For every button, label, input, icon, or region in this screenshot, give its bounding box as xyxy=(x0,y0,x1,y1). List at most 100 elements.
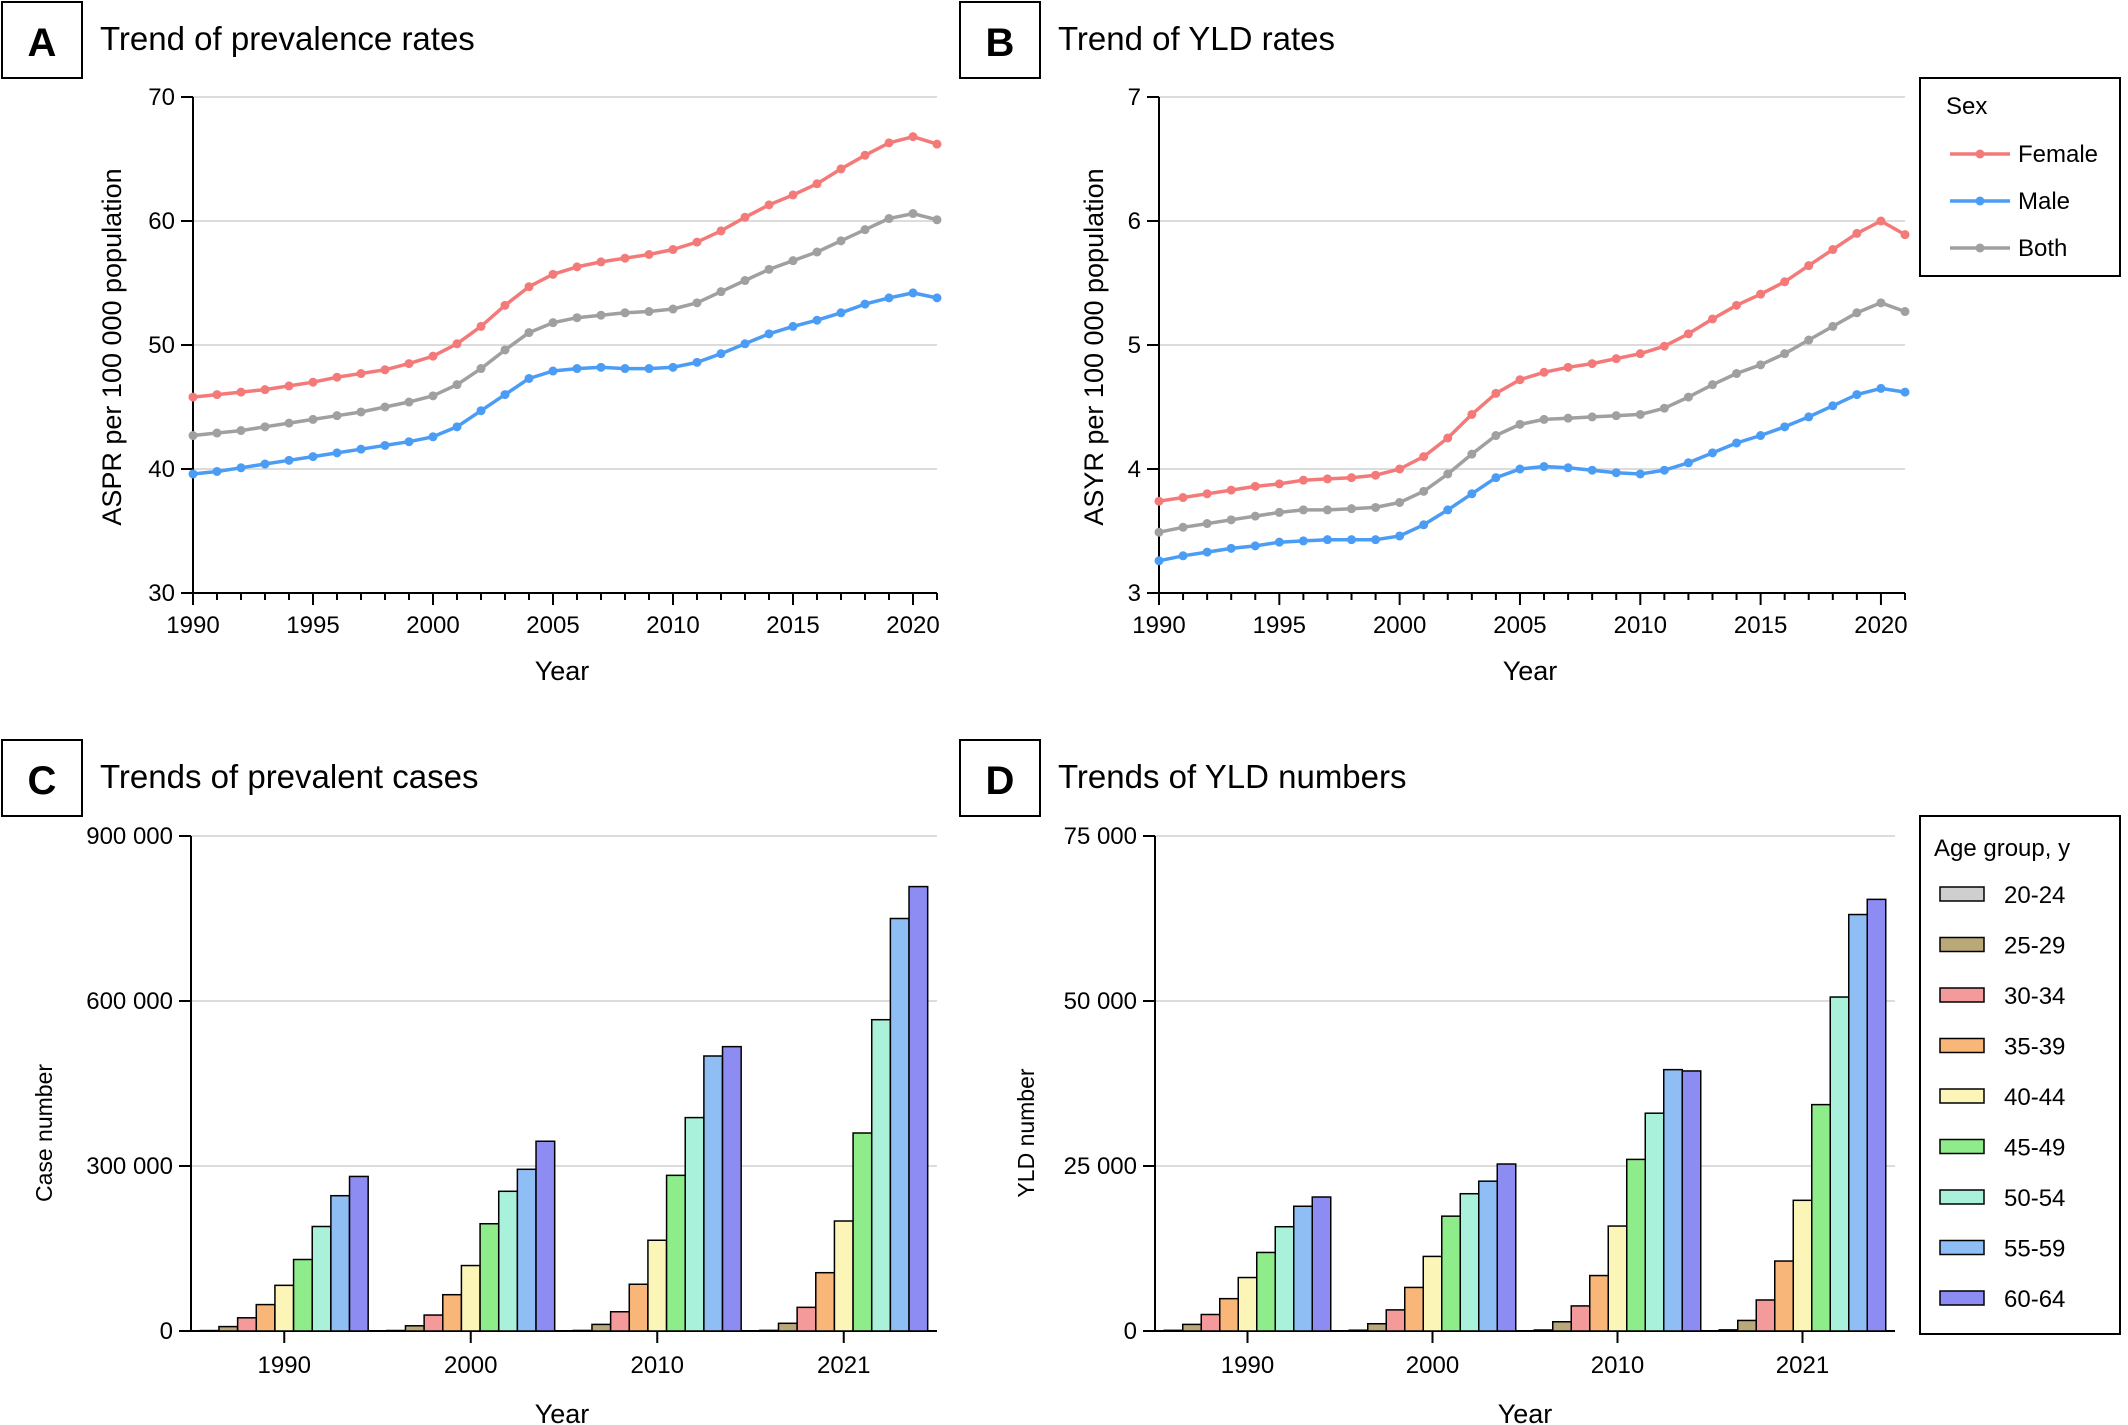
data-point-female xyxy=(1611,354,1621,364)
data-point-both xyxy=(860,225,870,235)
bar-30-34 xyxy=(423,1314,444,1332)
x-tick-label: 2020 xyxy=(886,612,939,639)
bar-20-24 xyxy=(1718,1329,1739,1332)
x-tick-label: 1995 xyxy=(286,612,339,639)
legend-title: Age group, y xyxy=(1934,835,2070,862)
series-line-female xyxy=(192,134,938,399)
legend-swatch-25-29 xyxy=(1939,936,1985,953)
legend-swatch-20-24 xyxy=(1939,886,1985,902)
bar-50-54 xyxy=(1274,1225,1295,1332)
y-tick-label: 0 xyxy=(1124,1318,1137,1345)
data-point-female xyxy=(884,138,894,148)
data-point-male xyxy=(716,349,726,359)
x-tick-label: 2010 xyxy=(646,612,699,639)
bar-35-39 xyxy=(815,1271,836,1332)
panel-letter: B xyxy=(986,21,1015,65)
data-point-female xyxy=(524,282,534,292)
data-point-male xyxy=(356,444,366,454)
data-point-female xyxy=(1347,473,1357,483)
bar-30-34 xyxy=(1385,1309,1406,1332)
data-point-male xyxy=(644,364,654,374)
panel-letter-box xyxy=(1,739,83,817)
y-tick-label: 40 xyxy=(148,456,175,483)
legend-label: 45-49 xyxy=(2004,1135,2065,1162)
bar-55-59 xyxy=(1293,1205,1313,1332)
data-point-female xyxy=(308,377,318,387)
data-point-male xyxy=(428,432,438,442)
y-tick-label: 5 xyxy=(1128,332,1141,359)
x-tick-label: 1995 xyxy=(1253,612,1306,639)
data-point-female xyxy=(1467,409,1477,419)
y-tick-label: 0 xyxy=(160,1318,173,1345)
x-tick-label: 2021 xyxy=(1776,1352,1829,1379)
data-point-male xyxy=(284,455,294,465)
data-point-both xyxy=(692,298,702,308)
data-point-male xyxy=(476,406,486,416)
data-point-female xyxy=(236,387,246,397)
data-point-both xyxy=(932,215,942,225)
data-point-male xyxy=(1876,383,1886,393)
bar-35-39 xyxy=(1404,1286,1424,1332)
bar-20-24 xyxy=(386,1329,407,1332)
data-point-both xyxy=(740,276,750,286)
x-tick-label: 2005 xyxy=(1493,612,1546,639)
data-point-male xyxy=(908,288,918,298)
data-point-both xyxy=(1467,449,1477,459)
data-point-both xyxy=(1563,413,1573,423)
bar-50-54 xyxy=(684,1116,705,1332)
data-point-female xyxy=(1515,375,1525,385)
panel-letter-box xyxy=(1,1,83,79)
legend-label: Male xyxy=(2018,188,2070,215)
data-point-female xyxy=(212,390,222,400)
data-point-both xyxy=(1226,515,1236,525)
x-tick-label: 2015 xyxy=(766,612,819,639)
data-point-female xyxy=(1178,493,1188,503)
panel-b: B Trend of YLD rates 3 4 5 6 7 1990 1995 2000 20… xyxy=(959,1,1910,686)
bar-35-39 xyxy=(442,1293,463,1332)
bar-60-64 xyxy=(908,885,929,1332)
data-point-both xyxy=(1539,414,1549,424)
sex-legend: Sex Female Male Both xyxy=(1919,77,2121,277)
legend-marker-male xyxy=(1975,196,1985,206)
data-point-both xyxy=(1298,505,1308,515)
data-point-female xyxy=(596,257,606,267)
data-point-female xyxy=(1371,470,1381,480)
data-point-male xyxy=(1395,531,1405,541)
x-tick-label: 2000 xyxy=(406,612,459,639)
data-point-female xyxy=(1804,261,1814,271)
data-point-male xyxy=(1347,535,1357,545)
bar-25-29 xyxy=(1552,1321,1572,1332)
bar-35-39 xyxy=(628,1283,649,1332)
data-point-female xyxy=(284,381,294,391)
data-point-both xyxy=(188,431,198,441)
x-tick-label: 1990 xyxy=(1132,612,1185,639)
data-point-female xyxy=(932,139,942,149)
data-point-male xyxy=(1732,438,1742,448)
data-point-female xyxy=(1659,341,1669,351)
panel-c: C Trends of prevalent cases 0 300 000 600 … xyxy=(1,739,937,1425)
data-point-male xyxy=(1659,465,1669,475)
series-line-both xyxy=(192,211,938,438)
data-point-both xyxy=(620,308,630,318)
data-point-both xyxy=(1178,522,1188,532)
bar-60-64 xyxy=(1496,1163,1517,1332)
data-point-both xyxy=(836,236,846,246)
x-tick-label: 2021 xyxy=(817,1352,870,1379)
bar-40-44 xyxy=(460,1264,481,1332)
data-point-male xyxy=(1900,387,1910,397)
data-point-female xyxy=(620,253,630,263)
x-axis-label: Year xyxy=(1498,1399,1553,1425)
data-point-male xyxy=(1804,412,1814,422)
bar-35-39 xyxy=(1589,1274,1609,1332)
y-axis-label: ASYR per 100 000 population xyxy=(1079,168,1109,525)
data-point-both xyxy=(284,418,294,428)
data-point-both xyxy=(356,407,366,417)
data-point-male xyxy=(1443,505,1453,515)
data-point-both xyxy=(212,428,222,438)
legend-label: 25-29 xyxy=(2004,933,2065,960)
legend-label: 35-39 xyxy=(2004,1034,2065,1061)
data-point-male xyxy=(692,357,702,367)
data-point-male xyxy=(1635,469,1645,479)
data-point-male xyxy=(1515,464,1525,474)
data-point-male xyxy=(212,466,222,476)
